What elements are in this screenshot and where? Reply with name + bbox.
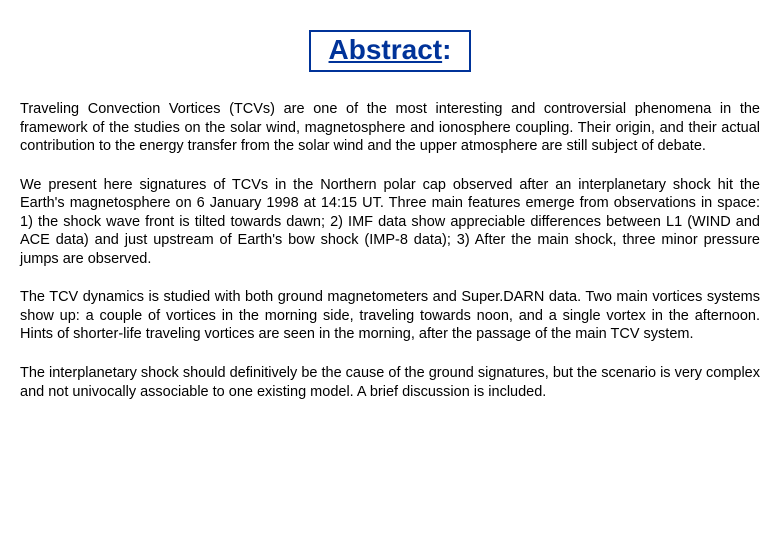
title-text: Abstract bbox=[329, 34, 443, 65]
abstract-paragraph-3: The TCV dynamics is studied with both gr… bbox=[20, 288, 760, 344]
title-box: Abstract: bbox=[309, 30, 472, 72]
abstract-paragraph-4: The interplanetary shock should definiti… bbox=[20, 364, 760, 401]
abstract-paragraph-2: We present here signatures of TCVs in th… bbox=[20, 176, 760, 269]
abstract-paragraph-1: Traveling Convection Vortices (TCVs) are… bbox=[20, 100, 760, 156]
title-colon: : bbox=[442, 34, 451, 65]
title-container: Abstract: bbox=[20, 30, 760, 100]
